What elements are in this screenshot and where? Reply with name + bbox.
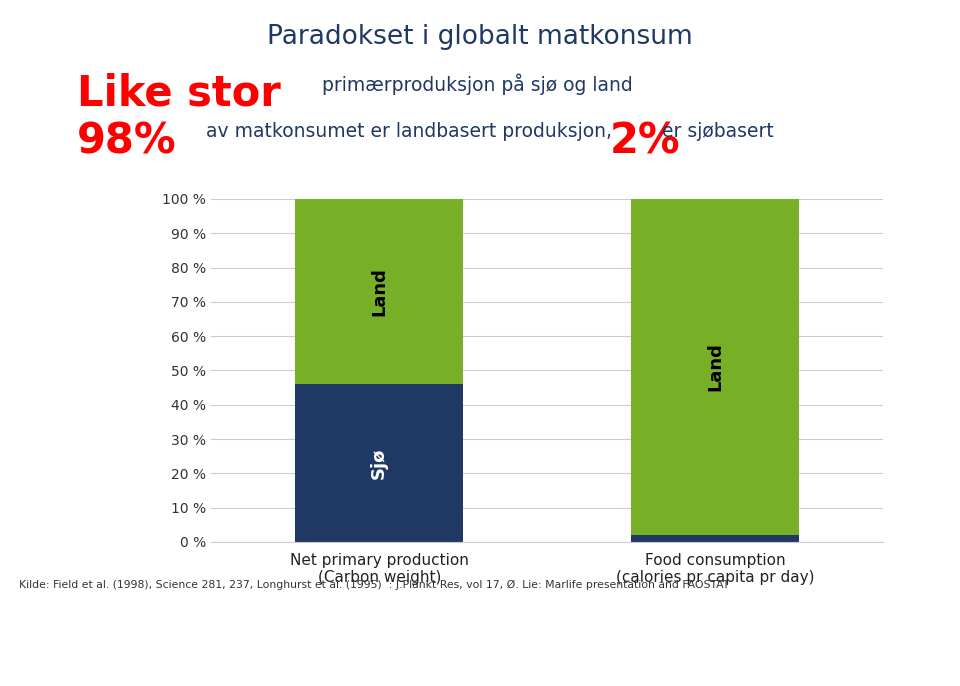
Text: er sjøbasert: er sjøbasert <box>662 122 774 141</box>
Text: Land: Land <box>371 267 388 316</box>
Circle shape <box>0 624 280 662</box>
Text: 98%: 98% <box>77 120 177 162</box>
Text: Sjø: Sjø <box>371 447 388 479</box>
Text: Land: Land <box>707 342 724 392</box>
Text: Paradokset i globalt matkonsum: Paradokset i globalt matkonsum <box>267 24 693 50</box>
Text: av matkonsumet er landbasert produksjon,: av matkonsumet er landbasert produksjon, <box>206 122 612 141</box>
Bar <box>632 199 799 535</box>
Text: primærproduksjon på sjø og land: primærproduksjon på sjø og land <box>322 73 633 95</box>
Text: Kilde: Field et al. (1998), Science 281, 237, Longhurst et al. (1995)  : J.Plank: Kilde: Field et al. (1998), Science 281,… <box>19 580 730 590</box>
Text: 5: 5 <box>920 633 933 653</box>
Text: Teknologi for et bedre samfunn: Teknologi for et bedre samfunn <box>667 633 960 653</box>
Bar <box>632 535 799 542</box>
Text: 2%: 2% <box>610 120 681 162</box>
Bar <box>296 384 463 542</box>
Text: SINTEF: SINTEF <box>139 629 250 657</box>
Text: Like stor: Like stor <box>77 72 280 114</box>
Bar <box>296 199 463 384</box>
